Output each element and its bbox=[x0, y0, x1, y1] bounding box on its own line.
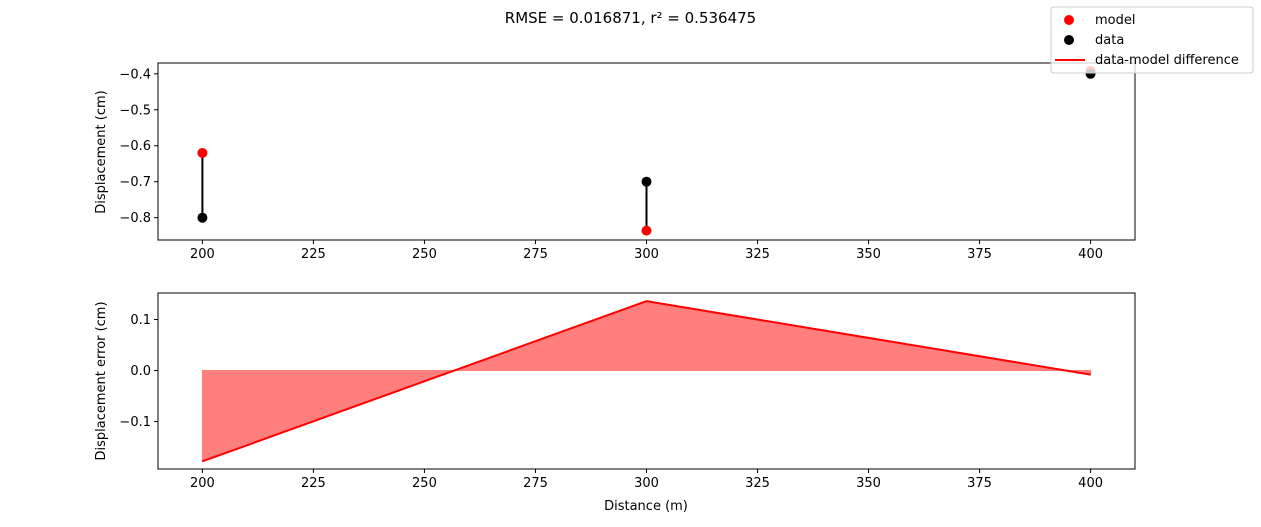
legend-item-difference: data-model difference bbox=[1055, 53, 1239, 68]
legend-model-label: model bbox=[1095, 13, 1135, 28]
x-tick-label: 300 bbox=[634, 476, 659, 491]
x-tick-label: 325 bbox=[745, 247, 770, 262]
x-tick-label: 200 bbox=[190, 247, 215, 262]
x-tick-label: 325 bbox=[745, 476, 770, 491]
y-tick-label: −0.6 bbox=[119, 139, 151, 154]
y-tick-label: −0.1 bbox=[119, 415, 151, 430]
x-tick-label: 275 bbox=[523, 476, 548, 491]
x-tick-label: 200 bbox=[190, 476, 215, 491]
x-tick-label: 225 bbox=[301, 247, 326, 262]
error-line bbox=[202, 300, 1091, 463]
x-tick-label: 375 bbox=[967, 476, 992, 491]
x-tick-label: 300 bbox=[634, 247, 659, 262]
legend-data-label: data bbox=[1095, 33, 1124, 48]
xlabel-distance: Distance (m) bbox=[604, 499, 688, 514]
chart-title: RMSE = 0.016871, r² = 0.536475 bbox=[505, 9, 756, 27]
x-tick-label: 350 bbox=[856, 247, 881, 262]
y-tick-label: 0.1 bbox=[130, 313, 151, 328]
ylabel-displacement-error: Displacement error (cm) bbox=[94, 301, 109, 460]
y-tick-label: −0.5 bbox=[119, 103, 151, 118]
model-point bbox=[641, 225, 652, 236]
x-tick-label: 400 bbox=[1078, 247, 1103, 262]
y-tick-label: 0.0 bbox=[130, 364, 151, 379]
legend-model-marker bbox=[1064, 15, 1074, 25]
error-area-fill bbox=[201, 300, 1092, 463]
legend-item-model: model bbox=[1064, 13, 1135, 28]
legend: model data data-model difference bbox=[1050, 6, 1254, 74]
y-tick-label: −0.4 bbox=[119, 67, 151, 82]
data-point bbox=[197, 212, 208, 223]
x-tick-label: 250 bbox=[412, 476, 437, 491]
axes-frame bbox=[157, 62, 1136, 241]
x-tick-label: 350 bbox=[856, 476, 881, 491]
data-point bbox=[641, 176, 652, 187]
error-plot: Displacement error (cm) Distance (m) 200… bbox=[94, 292, 1136, 514]
x-tick-label: 375 bbox=[967, 247, 992, 262]
legend-data-marker bbox=[1064, 35, 1074, 45]
x-tick-label: 400 bbox=[1078, 476, 1103, 491]
legend-frame bbox=[1050, 6, 1254, 74]
y-tick-label: −0.7 bbox=[119, 175, 151, 190]
ylabel-displacement: Displacement (cm) bbox=[94, 90, 109, 213]
legend-item-data: data bbox=[1064, 33, 1124, 48]
legend-difference-label: data-model difference bbox=[1095, 53, 1239, 68]
y-tick-label: −0.8 bbox=[119, 211, 151, 226]
axes-frame bbox=[157, 292, 1136, 470]
x-tick-label: 250 bbox=[412, 247, 437, 262]
x-tick-label: 275 bbox=[523, 247, 548, 262]
model-point bbox=[197, 147, 208, 158]
x-tick-label: 225 bbox=[301, 476, 326, 491]
displacement-plot: Displacement (cm) 200 225 250 275 300 325 350 3… bbox=[94, 62, 1136, 262]
